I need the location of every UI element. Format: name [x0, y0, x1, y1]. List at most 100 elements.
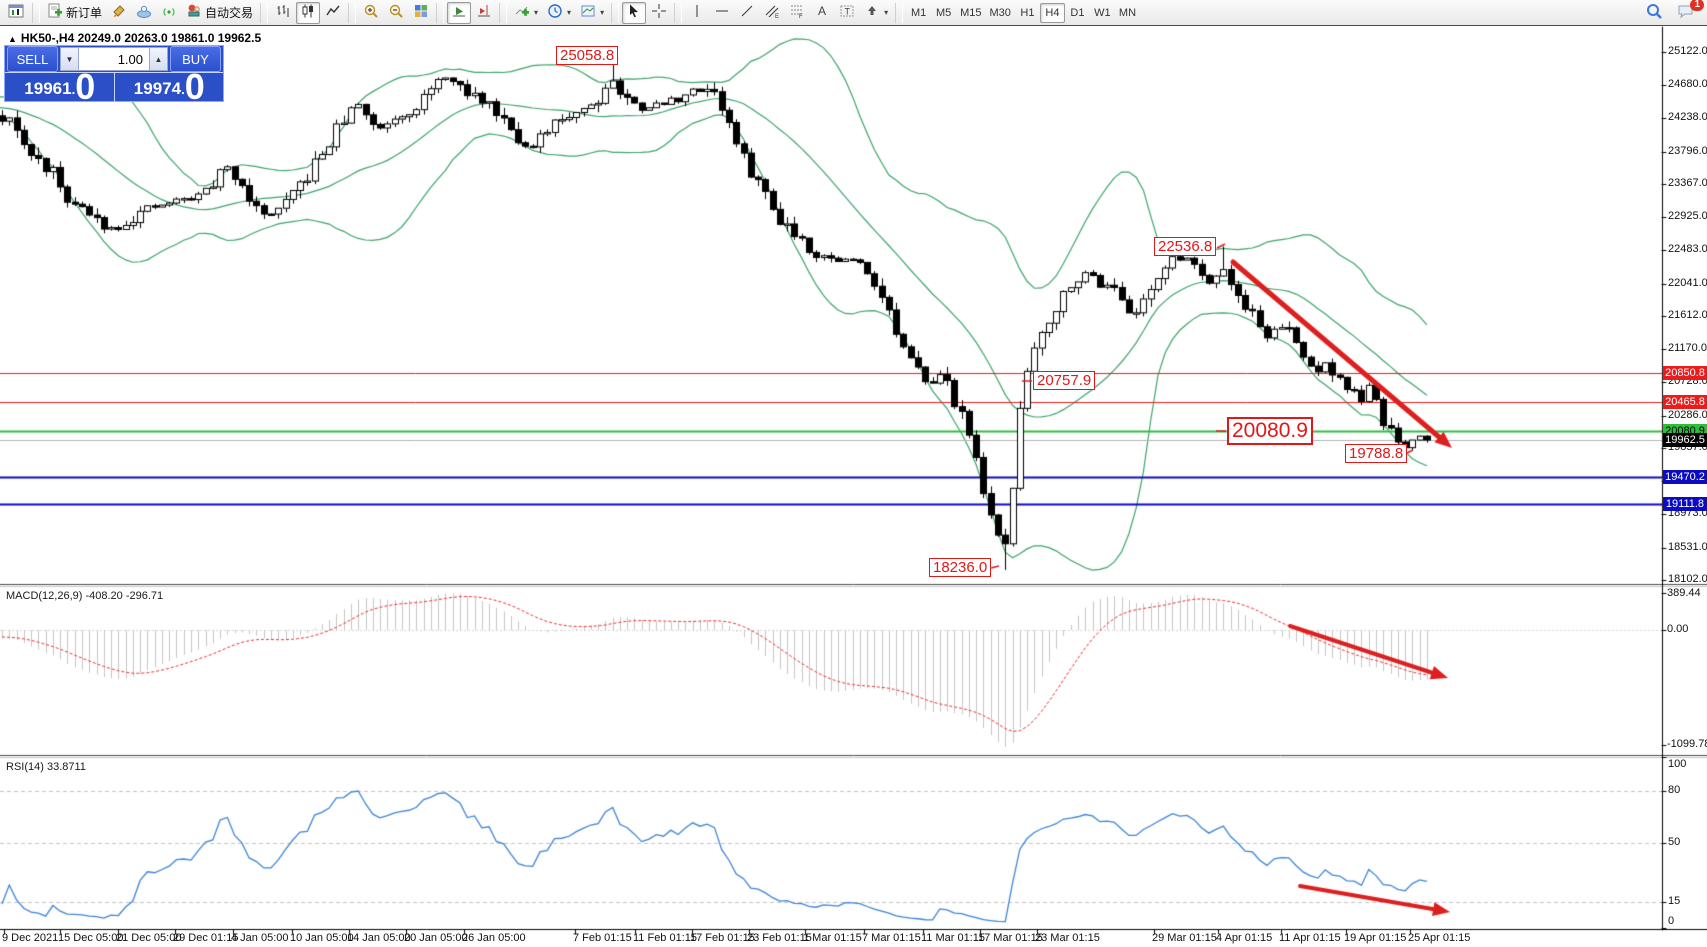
trendline-icon	[739, 3, 755, 22]
volume-input[interactable]	[79, 47, 149, 71]
tile-windows-button[interactable]	[409, 2, 433, 24]
templates-button[interactable]: ▾	[576, 2, 608, 24]
trade-panel-top-row: SELL ▼ ▲ BUY	[5, 46, 223, 73]
toolbar-separator	[348, 2, 357, 23]
chart-shift-icon	[476, 3, 492, 22]
new-order-label: 新订单	[66, 6, 103, 20]
styler-button[interactable]	[107, 2, 131, 24]
fibonacci-button[interactable]: F	[785, 2, 809, 24]
line-chart-icon	[325, 3, 341, 22]
timeframe-m30[interactable]: M30	[989, 6, 1011, 19]
notifications-button[interactable]: 1	[1673, 0, 1704, 24]
new-chart-icon	[8, 3, 25, 22]
svg-text:F: F	[799, 14, 803, 19]
toolbar-separator	[436, 2, 445, 23]
styler-icon	[111, 3, 127, 22]
autotrading-label: 自动交易	[205, 6, 254, 20]
chevron-down-icon: ▾	[534, 8, 539, 17]
vertical-line-icon	[689, 3, 705, 22]
timeframe-h4[interactable]: H4	[1039, 2, 1065, 23]
horizontal-line-button[interactable]	[710, 2, 734, 24]
vertical-line-button[interactable]	[685, 2, 709, 24]
community-button[interactable]	[132, 2, 156, 24]
new-order-button[interactable]: 新订单	[43, 2, 106, 24]
trade-panel-price-row: 19961. 0 19974. 0	[5, 73, 223, 102]
bar-chart-button[interactable]	[271, 2, 295, 24]
timeframe-mn[interactable]: MN	[1118, 6, 1137, 19]
toolbar-separator	[895, 2, 904, 23]
timeframe-group: M1 M5 M15 M30 H1 H4 D1 W1 MN	[906, 2, 1140, 23]
timeframe-m15[interactable]: M15	[960, 6, 982, 19]
toolbar-right-group: 1	[1641, 0, 1704, 24]
volume-control: ▼ ▲	[60, 47, 168, 71]
bar-chart-icon	[275, 3, 291, 22]
timeframe-w1[interactable]: W1	[1094, 6, 1111, 19]
signals-icon	[161, 3, 177, 22]
zoom-in-button[interactable]	[359, 2, 383, 24]
timeframe-d1[interactable]: D1	[1070, 6, 1085, 19]
search-icon	[1645, 2, 1663, 23]
sell-price[interactable]: 19961. 0	[5, 73, 115, 102]
search-button[interactable]	[1641, 2, 1667, 24]
equidistant-channel-icon: E	[764, 3, 780, 22]
text-button[interactable]: A	[810, 2, 834, 24]
new-order-icon	[47, 3, 63, 22]
cursor-icon	[626, 3, 642, 22]
signals-button[interactable]	[157, 2, 181, 24]
volume-increase-button[interactable]: ▲	[149, 47, 168, 71]
zoom-out-button[interactable]	[384, 2, 408, 24]
auto-scroll-icon	[451, 3, 467, 22]
buy-price-main: 19974	[133, 79, 182, 98]
crosshair-button[interactable]	[647, 2, 671, 24]
toolbar-separator	[32, 2, 40, 23]
horizontal-line-icon	[714, 3, 730, 22]
chart-shift-button[interactable]	[472, 2, 496, 24]
svg-text:T: T	[845, 7, 851, 17]
crosshair-icon	[651, 3, 667, 22]
sell-button[interactable]: SELL	[7, 46, 58, 72]
toolbar-separator	[499, 2, 508, 23]
buy-button[interactable]: BUY	[170, 46, 221, 72]
timeframe-m5[interactable]: M5	[935, 6, 952, 19]
candlestick-icon	[300, 3, 316, 22]
chevron-down-icon: ▾	[884, 8, 889, 17]
trendline-button[interactable]	[735, 2, 759, 24]
equidistant-channel-button[interactable]: E	[760, 2, 784, 24]
toolbar-separator	[260, 2, 269, 23]
indicators-button[interactable]: ▾	[510, 2, 542, 24]
svg-text:A: A	[818, 4, 826, 18]
buy-price[interactable]: 19974. 0	[115, 73, 224, 102]
autotrading-button[interactable]: 自动交易	[182, 2, 257, 24]
arrows-icon	[864, 3, 880, 22]
zoom-in-icon	[363, 3, 379, 22]
volume-decrease-button[interactable]: ▼	[60, 47, 79, 71]
text-label-icon: T	[839, 3, 855, 22]
cursor-button[interactable]	[622, 1, 647, 24]
periods-icon	[547, 3, 563, 22]
auto-scroll-button[interactable]	[447, 1, 472, 24]
periods-button[interactable]: ▾	[543, 2, 575, 24]
timeframe-m1[interactable]: M1	[910, 6, 927, 19]
text-label-button[interactable]: T	[835, 2, 859, 24]
zoom-out-icon	[388, 3, 404, 22]
toolbar-separator	[674, 2, 683, 23]
timeframe-h1[interactable]: H1	[1020, 6, 1035, 19]
line-chart-button[interactable]	[321, 2, 345, 24]
text-icon: A	[814, 3, 830, 22]
sell-price-main: 19961	[24, 79, 72, 98]
svg-text:E: E	[775, 14, 779, 19]
sell-price-big-digit: 0	[75, 73, 95, 102]
community-icon	[136, 3, 152, 22]
new-chart-button[interactable]	[4, 2, 29, 24]
buy-price-big-digit: 0	[184, 73, 205, 102]
autotrading-icon	[186, 3, 202, 22]
toolbar-separator	[611, 2, 620, 23]
arrows-button[interactable]: ▾	[860, 2, 892, 24]
buy-price-dot: .	[181, 82, 185, 97]
main-toolbar: 新订单 自动交易	[0, 0, 1707, 26]
candlestick-button[interactable]	[296, 1, 321, 24]
tile-windows-icon	[413, 3, 429, 22]
chevron-down-icon: ▾	[600, 8, 605, 17]
